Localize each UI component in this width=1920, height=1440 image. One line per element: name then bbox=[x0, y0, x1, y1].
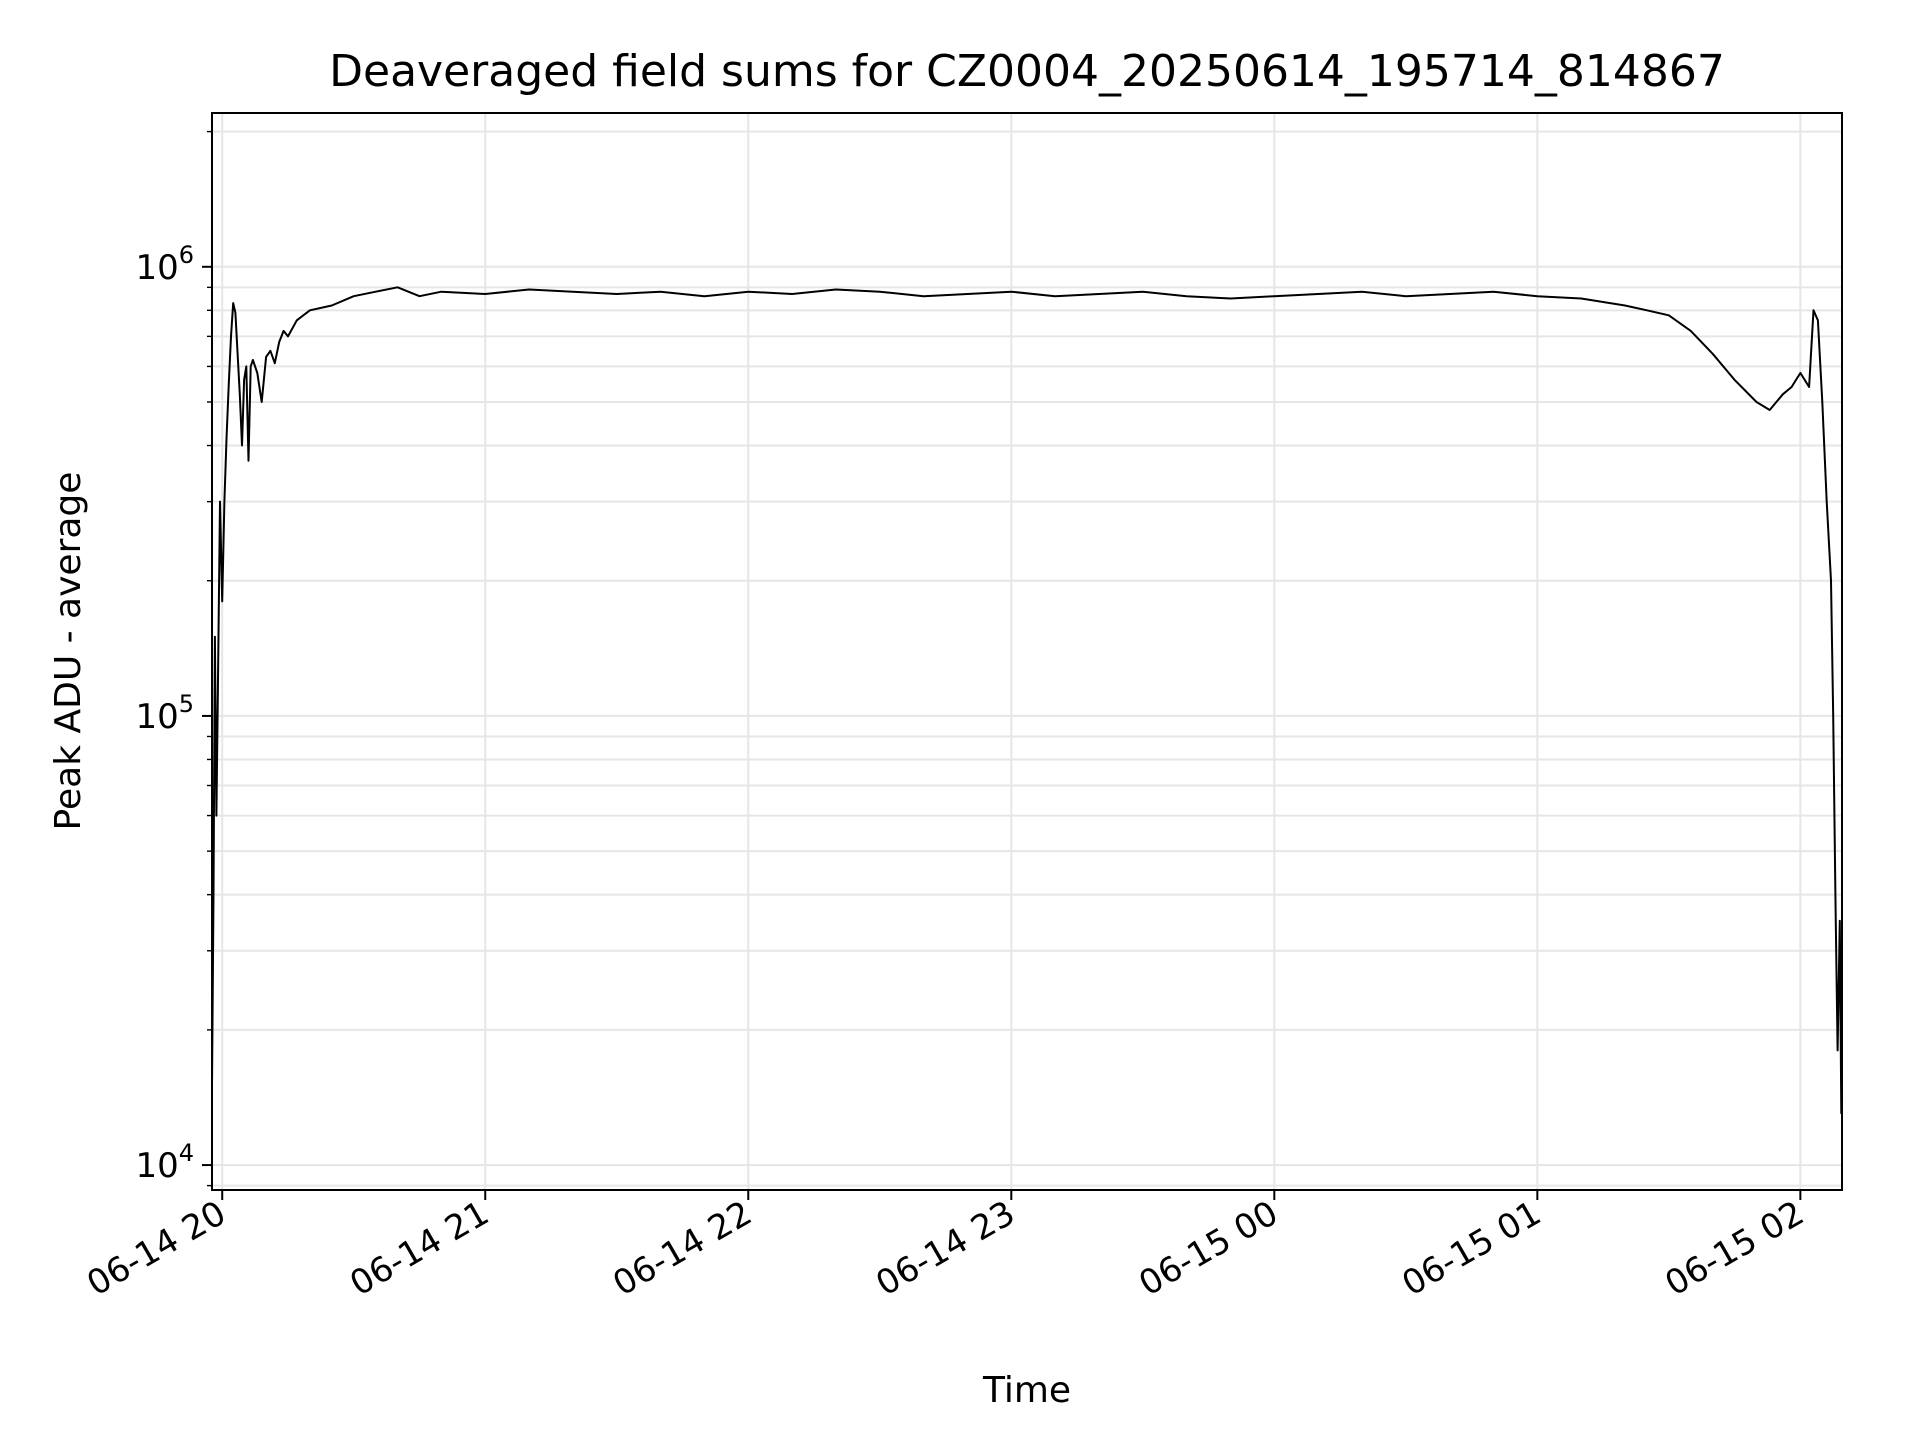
y-tick-exponent: 6 bbox=[179, 241, 194, 269]
y-tick-exponent: 5 bbox=[179, 690, 194, 718]
y-axis-title: Peak ADU - average bbox=[48, 472, 89, 831]
plot-frame bbox=[211, 112, 1843, 1191]
chart-title: Deaveraged field sums for CZ0004_2025061… bbox=[329, 46, 1725, 97]
y-tick-exponent: 4 bbox=[179, 1139, 194, 1167]
x-axis-title: Time bbox=[982, 1370, 1071, 1411]
y-tick-base: 10 bbox=[135, 1146, 178, 1186]
y-tick-label: 106 bbox=[135, 241, 194, 288]
series-line bbox=[211, 286, 1843, 1114]
y-tick-base: 10 bbox=[135, 697, 178, 737]
y-tick-base: 10 bbox=[135, 248, 178, 288]
series-layer bbox=[211, 286, 1843, 1114]
y-tick-label: 105 bbox=[135, 690, 194, 737]
y-tick-label: 104 bbox=[135, 1139, 194, 1186]
